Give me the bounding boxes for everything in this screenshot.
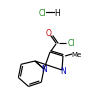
Text: H: H	[54, 8, 60, 17]
Text: Cl: Cl	[67, 39, 75, 48]
Text: Cl: Cl	[38, 8, 46, 17]
Text: N: N	[60, 67, 66, 76]
Text: O: O	[46, 29, 52, 38]
Text: N: N	[41, 65, 47, 74]
Text: Me: Me	[72, 52, 82, 57]
